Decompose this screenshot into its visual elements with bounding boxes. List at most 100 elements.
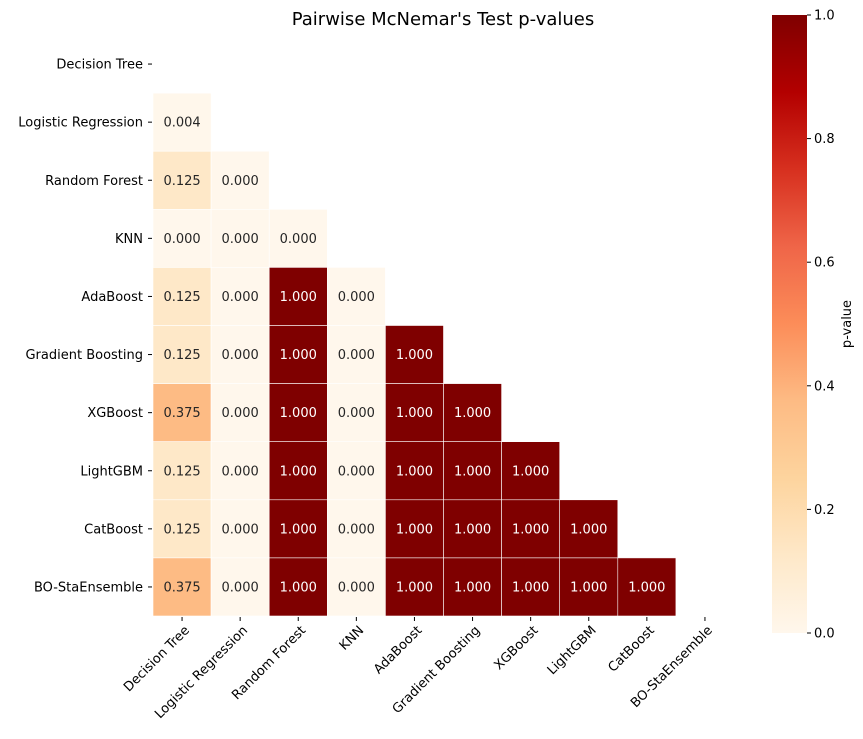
- heatmap-cell-label: 0.000: [280, 232, 317, 247]
- heatmap-cell-label: 1.000: [396, 348, 433, 363]
- y-axis-tick-label: Decision Tree: [56, 58, 143, 73]
- heatmap-cell: 0.125: [152, 441, 212, 501]
- heatmap-cell-label: 0.000: [222, 290, 259, 305]
- heatmap-cell-label: 1.000: [454, 580, 491, 595]
- heatmap-cell-label: 0.004: [163, 116, 200, 131]
- heatmap-cell-fill: [617, 557, 677, 617]
- x-axis-tick-label: XGBoost: [491, 623, 541, 673]
- heatmap-cell-fill: [268, 209, 328, 268]
- heatmap-cell-fill: [152, 92, 212, 152]
- heatmap-cell-label: 0.000: [222, 522, 259, 537]
- heatmap-cell: 1.000: [268, 441, 328, 501]
- heatmap-cell-fill: [326, 441, 386, 501]
- heatmap-cell-label: 1.000: [396, 406, 433, 421]
- y-axis-tick-label: BO-StaEnsemble: [34, 580, 143, 595]
- heatmap-cell: 0.000: [210, 383, 270, 443]
- heatmap-cell: 0.000: [210, 557, 270, 617]
- heatmap-cell-label: 0.000: [338, 522, 375, 537]
- heatmap-cell-fill: [501, 557, 561, 617]
- heatmap-cell-fill: [385, 557, 444, 617]
- colorbar: 0.0 0.2 0.4 0.6 0.8 1.0 p-value: [772, 9, 855, 642]
- heatmap-cell-fill: [152, 499, 212, 559]
- heatmap-cell-fill: [152, 441, 212, 501]
- heatmap-cell-label: 0.000: [222, 232, 259, 247]
- heatmap-cell-fill: [385, 383, 444, 443]
- x-axis-tick-label: LightGBM: [545, 623, 600, 678]
- y-axis-tick-label: Logistic Regression: [18, 116, 143, 131]
- heatmap-cell-fill: [443, 557, 502, 617]
- heatmap-cell: 0.125: [152, 325, 212, 384]
- heatmap-cell-fill: [326, 325, 386, 384]
- heatmap-cell-label: 0.375: [163, 580, 200, 595]
- heatmap-cell-label: 1.000: [512, 580, 549, 595]
- heatmap-cell: 0.000: [326, 499, 386, 559]
- heatmap-cell: 0.000: [210, 499, 270, 559]
- y-axis-tick-label: KNN: [115, 232, 143, 247]
- colorbar-scale: [772, 15, 807, 633]
- heatmap-cell-fill: [268, 325, 328, 384]
- colorbar-label: p-value: [840, 300, 855, 348]
- heatmap-cell-label: 1.000: [512, 522, 549, 537]
- heatmap-cell-label: 0.375: [163, 406, 200, 421]
- heatmap-cell-fill: [501, 441, 561, 501]
- heatmap-cell: 1.000: [268, 325, 328, 384]
- heatmap-cell: 0.000: [326, 325, 386, 384]
- heatmap-cell: 0.000: [210, 209, 270, 268]
- heatmap-cell-fill: [385, 325, 444, 384]
- heatmap-cell-fill: [559, 499, 619, 559]
- heatmap-cell-label: 1.000: [454, 522, 491, 537]
- colorbar-tick-labels: 0.0 0.2 0.4 0.6 0.8 1.0: [807, 9, 835, 642]
- heatmap-cell-fill: [443, 383, 502, 443]
- y-axis-tick-label: XGBoost: [87, 406, 143, 421]
- heatmap-cell: 1.000: [385, 441, 444, 501]
- heatmap-cell-label: 0.000: [338, 580, 375, 595]
- heatmap-cell-fill: [326, 557, 386, 617]
- heatmap-cell: 0.000: [152, 209, 212, 268]
- heatmap-cell-label: 1.000: [570, 580, 607, 595]
- heatmap-cell-label: 1.000: [396, 464, 433, 479]
- heatmap-cell-label: 1.000: [280, 406, 317, 421]
- heatmap-cell-fill: [152, 150, 212, 210]
- heatmap-cell-label: 0.000: [338, 464, 375, 479]
- heatmap-cell-label: 1.000: [396, 522, 433, 537]
- y-axis-tick-label: Gradient Boosting: [25, 348, 143, 363]
- heatmap-cell: 0.000: [268, 209, 328, 268]
- x-axis-tick-label: AdaBoost: [371, 623, 425, 677]
- heatmap-cell: 1.000: [385, 499, 444, 559]
- heatmap-cell-label: 1.000: [570, 522, 607, 537]
- heatmap-cell-label: 1.000: [396, 580, 433, 595]
- heatmap-cell-fill: [152, 209, 212, 268]
- chart-title: Pairwise McNemar's Test p-values: [292, 9, 595, 30]
- heatmap-cell-fill: [210, 267, 270, 326]
- heatmap-cell: 0.000: [326, 557, 386, 617]
- heatmap-cell-fill: [210, 209, 270, 268]
- heatmap-cell: 1.000: [443, 499, 502, 559]
- heatmap-cell: 0.000: [326, 441, 386, 501]
- y-axis-tick-label: CatBoost: [84, 522, 143, 537]
- colorbar-tick-label: 0.4: [814, 379, 835, 394]
- colorbar-tick-label: 1.0: [814, 9, 835, 24]
- heatmap-cell-label: 0.000: [338, 290, 375, 305]
- heatmap-cell: 1.000: [385, 557, 444, 617]
- heatmap-cell: 1.000: [617, 557, 677, 617]
- heatmap-cell: 1.000: [559, 499, 619, 559]
- heatmap-cell: 0.000: [326, 383, 386, 443]
- heatmap-cell-label: 1.000: [454, 406, 491, 421]
- heatmap-cell: 1.000: [443, 383, 502, 443]
- heatmap-cell: 0.125: [152, 150, 212, 210]
- heatmap-cell-label: 0.000: [338, 348, 375, 363]
- heatmap-cell-fill: [268, 557, 328, 617]
- colorbar-tick-label: 0.0: [814, 627, 835, 642]
- heatmap-cell: 0.000: [326, 267, 386, 326]
- heatmap-cell: 0.000: [210, 150, 270, 210]
- heatmap-cell: 1.000: [268, 499, 328, 559]
- heatmap-cell-fill: [326, 383, 386, 443]
- heatmap-cell-label: 0.125: [163, 290, 200, 305]
- heatmap-cell-label: 1.000: [454, 464, 491, 479]
- heatmap-cell-label: 0.000: [222, 174, 259, 189]
- y-axis-tick-label: AdaBoost: [81, 290, 143, 305]
- y-axis-tick-label: LightGBM: [80, 464, 143, 479]
- heatmap-cell-label: 1.000: [280, 290, 317, 305]
